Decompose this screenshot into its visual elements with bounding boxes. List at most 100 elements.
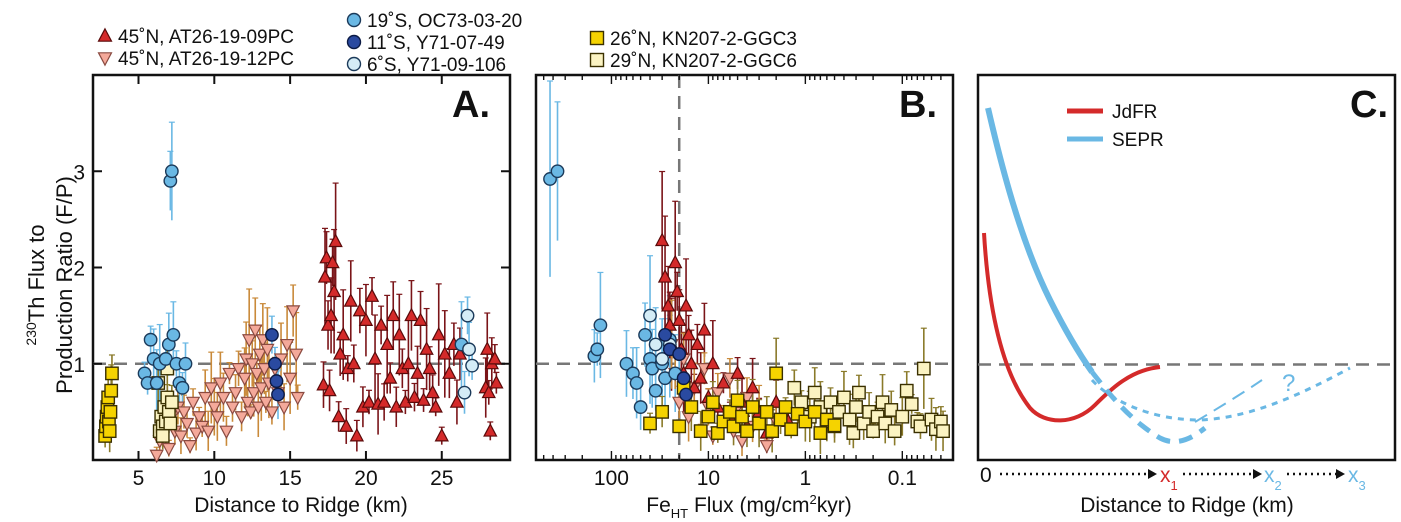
panel-a-point-at09-48 [449,394,465,408]
panel-a-point-at12-8 [173,430,189,445]
panel-a-point-at12-23 [219,425,234,440]
panel-b-point-kn3-7 [705,395,720,410]
legend-label-y7109: 6˚S, Y71-09-106 [367,55,506,76]
panel-a-point-y7107-2 [269,374,284,388]
panel-a-point-y7107-0 [265,327,279,342]
panel-b-point-kn6-8 [832,404,846,419]
legend-marker-kn3 [589,30,605,46]
panel-b-point-kn3-4 [684,400,699,414]
panel-b-points [543,80,950,457]
panel-b-point-kn6-21 [887,424,902,439]
panel-a-point-oc73-13 [175,380,190,395]
y-axis-label: 230Th Flux to Production Ratio (F/P) [23,176,77,394]
panel-b-point-oc73-8 [633,400,648,414]
panel-a-point-at09-35 [407,389,422,403]
panel-b-point-at09-15 [693,370,708,384]
panel-b-point-at09-2 [660,297,676,312]
panel-b-point-at09-13 [687,379,702,394]
panel-a-point-at12-16 [198,391,213,406]
panel-b-point-at09-12 [684,355,699,370]
panel-a-points [98,121,504,464]
panel-b-point-kn6-31 [936,424,950,439]
panel-a-point-oc73-4 [149,376,164,390]
panel-a-point-at09-19 [358,312,374,326]
panel-b-point-oc73-1 [550,164,565,179]
x1-label: x1 [1160,464,1178,493]
panel-c-frame [976,73,1397,462]
panel-a-point-at09-2 [319,249,334,264]
panel-a-point-at09-56 [489,374,504,389]
panel-a-point-at12-29 [237,372,252,387]
panel-a-point-at12-46 [264,406,280,420]
panel-a-xtick-label-4: 25 [430,467,453,490]
panel-b-point-kn3-16 [752,416,766,431]
panel-a-point-at12-12 [185,396,201,411]
legend-label-at12: 45˚N, AT26-19-12PC [118,49,294,70]
panel-b-point-oc73-7 [629,376,644,390]
panel-b-point-y7107-4 [679,387,693,402]
panel-b-xtick-label-0: 100 [594,467,629,490]
x2-label: x2 [1264,464,1282,493]
panel-a-point-at12-20 [210,411,225,425]
panel-a-point-at12-40 [254,382,269,396]
panel-b-point-y7109-0 [643,308,657,323]
panel-a-point-at12-32 [241,334,257,348]
panel-a-point-at09-27 [383,370,398,384]
panel-b-point-y7109-2 [655,352,670,366]
y-axis-label-line2: Production Ratio (F/P) [52,176,77,394]
panel-a-point-kn3-6 [102,424,117,439]
panel-a-point-kn3-9 [105,366,119,381]
panel-a-point-at12-17 [201,425,216,440]
question-mark: ? [1282,370,1295,397]
panel-a-point-y7109-1 [462,342,476,357]
panel-b-point-kn3-17 [759,404,774,419]
panel-a-point-at12-11 [182,440,198,454]
panel-b-point-kn6-3 [807,385,822,400]
panel-b: 100 10 1 0.1 B. FeHT Flux (mg/cm2kyr) [534,73,955,521]
panel-a-point-at09-7 [326,283,342,298]
panel-a-point-at12-22 [216,391,231,406]
panel-a-point-kn6-7 [163,416,178,431]
panel-a-point-at09-17 [352,302,368,317]
panel-a-point-kn3-8 [104,383,119,398]
panel-a-point-at09-53 [483,423,498,437]
panel-a-point-y7109-2 [465,358,479,373]
panel-a-point-at09-10 [332,346,348,360]
panel-a-point-y7109-3 [457,385,472,400]
sepr-curve-dashed-3 [1194,379,1263,423]
panel-b-point-kn3-13 [735,409,749,424]
panel-a-point-at09-51 [480,341,495,355]
panel-b-point-kn3-25 [807,404,822,419]
panel-a-point-at12-55 [290,391,305,406]
panel-a-point-at12-0 [149,449,164,464]
panel-b-point-kn3-12 [730,393,745,408]
legend-sepr-label: SEPR [1112,130,1164,151]
panel-b-point-kn6-9 [837,390,851,405]
panel-b-point-kn6-0 [787,380,802,395]
panel-b-frame [534,73,955,462]
panel-b-point-kn6-27 [916,361,931,376]
panel-b-xtick-label-1: 10 [697,467,720,490]
panel-a-point-at12-43 [258,396,274,411]
panel-a-point-at09-22 [367,350,383,365]
panel-a-point-at09-26 [379,336,395,351]
panel-a-point-y7107-1 [268,356,282,371]
panel-a-point-at12-9 [176,406,192,420]
panel-b-point-oc73-4 [593,318,608,333]
panel-a-point-at09-14 [343,293,358,307]
panel-a-point-at12-33 [243,406,258,420]
panel-a-point-at09-42 [428,398,443,413]
panel-b-point-kn6-1 [794,395,809,410]
panel-a-point-at12-35 [246,387,261,401]
panel-b-point-y7107-2 [672,347,687,362]
panel-a-point-at09-33 [401,355,416,370]
panel-b-point-at09-22 [730,365,745,379]
legend-jdfr-label: JdFR [1112,102,1157,123]
jdfr-curve [982,232,1161,423]
panel-a-point-at12-34 [245,358,260,372]
panel-b-point-kn3-2 [672,419,687,434]
panel-b-point-kn3-6 [701,409,716,424]
panel-a-point-oc73-14 [178,356,193,371]
panel-b-xtick-label-3: 0.1 [888,467,917,490]
